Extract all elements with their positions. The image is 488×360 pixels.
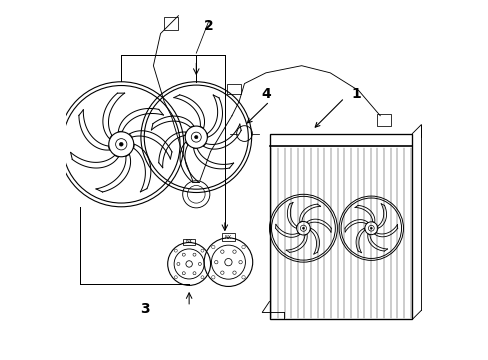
Circle shape — [302, 227, 304, 229]
Bar — [226, 84, 241, 94]
Bar — [221, 234, 235, 241]
Text: 1: 1 — [351, 87, 361, 101]
Circle shape — [369, 227, 371, 229]
Bar — [269, 134, 411, 319]
Bar — [183, 239, 195, 245]
Text: 4: 4 — [261, 87, 270, 101]
Text: 3: 3 — [140, 302, 149, 316]
Bar — [376, 114, 390, 126]
Text: NX: NX — [224, 235, 231, 240]
Text: NX: NX — [185, 239, 192, 244]
Circle shape — [194, 135, 198, 139]
Text: 2: 2 — [203, 19, 213, 33]
Circle shape — [119, 143, 123, 146]
Bar — [164, 18, 178, 30]
